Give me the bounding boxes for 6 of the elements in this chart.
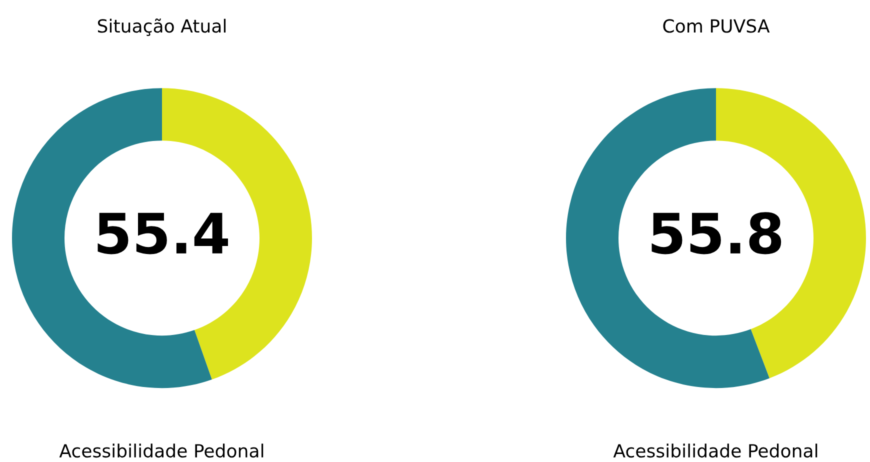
chart-title: Com PUVSA (663, 19, 770, 33)
text: 55.8 (652, 212, 782, 254)
text: Acessibilidade Pedonal (613, 444, 818, 458)
text: Acessibilidade Pedonal (59, 444, 264, 458)
chart-title: Situação Atual (98, 18, 226, 36)
text: 55.4 (98, 212, 228, 254)
